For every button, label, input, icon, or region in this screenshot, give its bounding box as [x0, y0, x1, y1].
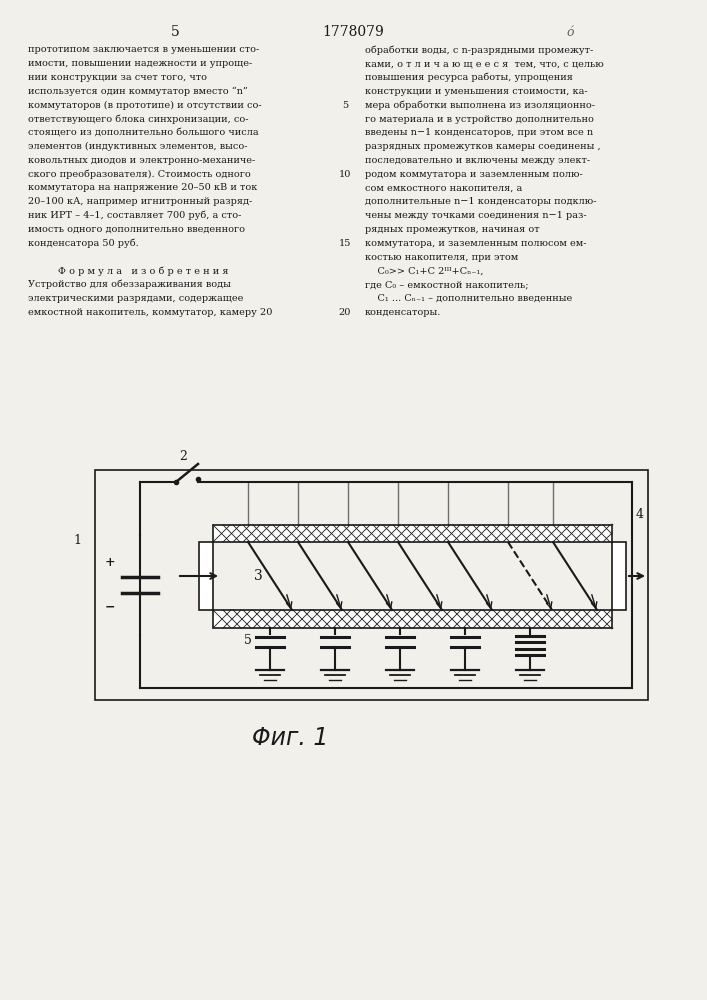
- Text: используется один коммутатор вместо “n”: используется один коммутатор вместо “n”: [28, 87, 247, 96]
- Text: сом емкостного накопителя, а: сом емкостного накопителя, а: [365, 184, 522, 192]
- Text: электрическими разрядами, содержащее: электрическими разрядами, содержащее: [28, 294, 243, 303]
- Text: Φиг. 1: Φиг. 1: [252, 726, 328, 750]
- Text: ковольтных диодов и электронно-механиче-: ковольтных диодов и электронно-механиче-: [28, 156, 255, 165]
- Text: 20: 20: [339, 308, 351, 317]
- Text: +: +: [105, 556, 115, 570]
- Text: ó: ó: [566, 25, 574, 38]
- Text: 1: 1: [73, 534, 81, 546]
- Text: имость одного дополнительно введенного: имость одного дополнительно введенного: [28, 225, 245, 234]
- Text: 2: 2: [179, 450, 187, 462]
- Text: −: −: [105, 600, 115, 613]
- Text: ник ИРТ – 4–1, составляет 700 руб, а сто-: ник ИРТ – 4–1, составляет 700 руб, а сто…: [28, 211, 241, 220]
- Bar: [95, 470, 648, 700]
- Text: коммутатора на напряжение 20–50 кВ и ток: коммутатора на напряжение 20–50 кВ и ток: [28, 184, 257, 192]
- Text: разрядных промежутков камеры соединены ,: разрядных промежутков камеры соединены ,: [365, 142, 601, 151]
- Text: рядных промежутков, начиная от: рядных промежутков, начиная от: [365, 225, 539, 234]
- Text: ского преобразователя). Стоимость одного: ского преобразователя). Стоимость одного: [28, 169, 251, 179]
- Text: нии конструкции за счет того, что: нии конструкции за счет того, что: [28, 73, 207, 82]
- Text: конструкции и уменьшения стоимости, ка-: конструкции и уменьшения стоимости, ка-: [365, 87, 588, 96]
- Text: 15: 15: [339, 239, 351, 248]
- Text: 1778079: 1778079: [322, 25, 384, 39]
- Text: чены между точками соединения n−1 раз-: чены между точками соединения n−1 раз-: [365, 211, 587, 220]
- Text: костью накопителя, при этом: костью накопителя, при этом: [365, 252, 518, 261]
- Text: коммутатора, и заземленным полюсом ем-: коммутатора, и заземленным полюсом ем-: [365, 239, 587, 248]
- Text: 4: 4: [636, 508, 644, 522]
- Text: C₀>> C₁+C 2ᴵᴵᴵ+Cₙ₋₁,: C₀>> C₁+C 2ᴵᴵᴵ+Cₙ₋₁,: [365, 266, 484, 275]
- Text: родом коммутатора и заземленным полю-: родом коммутатора и заземленным полю-: [365, 170, 583, 179]
- Text: 5: 5: [170, 25, 180, 39]
- Bar: [213, 525, 612, 542]
- Text: Ф о р м у л а   и з о б р е т е н и я: Ф о р м у л а и з о б р е т е н и я: [58, 266, 228, 276]
- Text: введены n−1 конденсаторов, при этом все n: введены n−1 конденсаторов, при этом все …: [365, 128, 593, 137]
- Text: дополнительные n−1 конденсаторы подклю-: дополнительные n−1 конденсаторы подклю-: [365, 197, 597, 206]
- Text: 5: 5: [342, 101, 348, 110]
- Text: коммутаторов (в прототипе) и отсутствии со-: коммутаторов (в прототипе) и отсутствии …: [28, 101, 262, 110]
- Text: обработки воды, с n-разрядными промежут-: обработки воды, с n-разрядными промежут-: [365, 45, 593, 55]
- Text: стоящего из дополнительно большого числа: стоящего из дополнительно большого числа: [28, 128, 259, 137]
- Bar: [199, 542, 213, 610]
- Text: конденсатора 50 руб.: конденсатора 50 руб.: [28, 238, 139, 248]
- Text: Устройство для обеззараживания воды: Устройство для обеззараживания воды: [28, 280, 231, 289]
- Text: мера обработки выполнена из изоляционно-: мера обработки выполнена из изоляционно-: [365, 100, 595, 110]
- Text: прототипом заключается в уменьшении сто-: прототипом заключается в уменьшении сто-: [28, 45, 259, 54]
- Text: ками, о т л и ч а ю щ е е с я  тем, что, с целью: ками, о т л и ч а ю щ е е с я тем, что, …: [365, 59, 604, 68]
- Text: элементов (индуктивных элементов, высо-: элементов (индуктивных элементов, высо-: [28, 142, 247, 151]
- Text: C₁ ... Cₙ₋₁ – дополнительно введенные: C₁ ... Cₙ₋₁ – дополнительно введенные: [365, 294, 572, 303]
- Text: имости, повышении надежности и упроще-: имости, повышении надежности и упроще-: [28, 59, 252, 68]
- Text: ответствующего блока синхронизации, со-: ответствующего блока синхронизации, со-: [28, 114, 248, 124]
- Text: емкостной накопитель, коммутатор, камеру 20: емкостной накопитель, коммутатор, камеру…: [28, 308, 272, 317]
- Text: последовательно и включены между элект-: последовательно и включены между элект-: [365, 156, 590, 165]
- Text: конденсаторы.: конденсаторы.: [365, 308, 441, 317]
- Text: 20–100 кА, например игнитронный разряд-: 20–100 кА, например игнитронный разряд-: [28, 197, 252, 206]
- Text: 10: 10: [339, 170, 351, 179]
- Text: где C₀ – емкостной накопитель;: где C₀ – емкостной накопитель;: [365, 280, 529, 289]
- Text: повышения ресурса работы, упрощения: повышения ресурса работы, упрощения: [365, 73, 573, 82]
- Text: го материала и в устройство дополнительно: го материала и в устройство дополнительн…: [365, 114, 594, 123]
- Text: 3: 3: [254, 569, 262, 583]
- Bar: [213, 610, 612, 628]
- Text: 5: 5: [244, 634, 252, 647]
- Bar: [612, 542, 626, 610]
